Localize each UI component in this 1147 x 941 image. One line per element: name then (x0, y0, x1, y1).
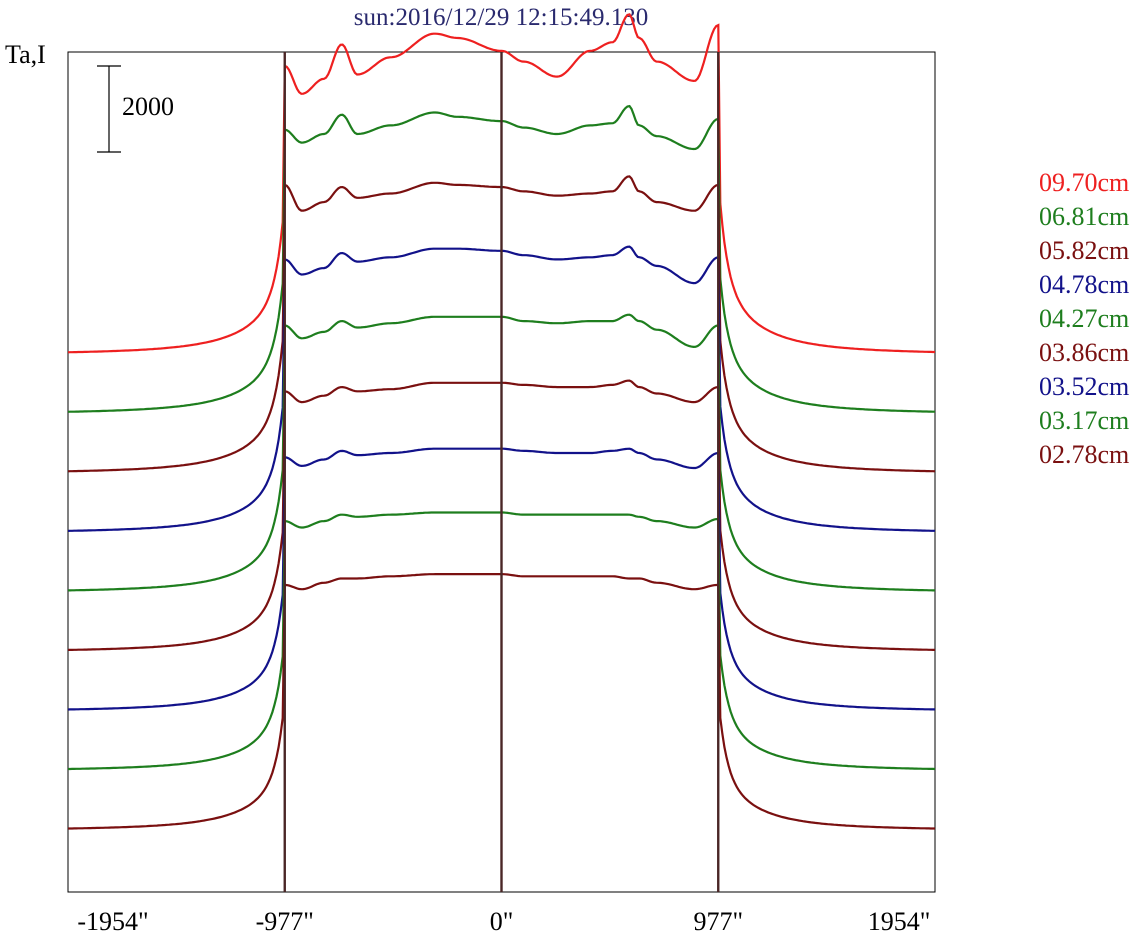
legend-item: 02.78cm (1039, 440, 1130, 469)
x-tick-label: -1954" (77, 907, 149, 936)
legend: 09.70cm 06.81cm 05.82cm 04.78cm 04.27cm 03.86… (1039, 166, 1129, 472)
y-axis-label: Ta,I (5, 40, 46, 69)
legend-item: 04.78cm (1039, 270, 1130, 299)
scale-bar-label: 2000 (122, 92, 174, 121)
x-tick-label: -977" (255, 907, 314, 936)
series-line-09.70cm (67, 13, 935, 354)
legend-item: 05.82cm (1039, 236, 1130, 265)
chart-title: sun:2016/12/29 12:15:49.130 (353, 4, 649, 31)
legend-item: 09.70cm (1039, 168, 1130, 197)
x-tick-label: 977" (693, 907, 744, 936)
legend-item: 06.81cm (1039, 202, 1130, 231)
x-tick-label: 1954" (867, 907, 931, 936)
x-tick-label: 0" (489, 907, 514, 936)
legend-item: 03.17cm (1039, 406, 1130, 435)
legend-item: 04.27cm (1039, 304, 1130, 333)
legend-item: 03.86cm (1039, 338, 1130, 367)
legend-item: 03.52cm (1039, 372, 1130, 401)
